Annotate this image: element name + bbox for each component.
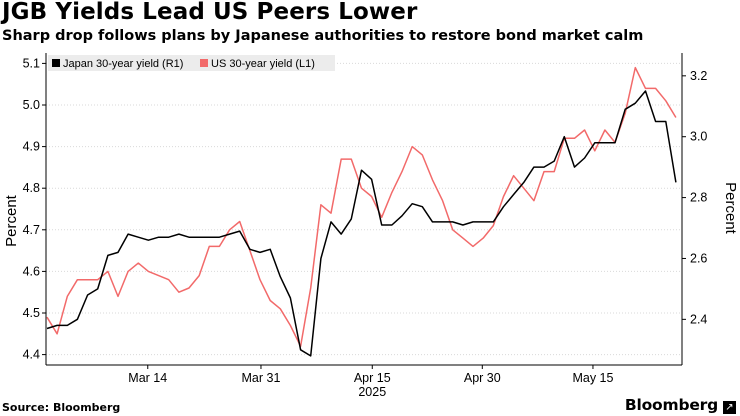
legend-swatch xyxy=(200,59,208,67)
x-tick-label: Mar 14 xyxy=(128,371,167,385)
series-line-japan xyxy=(46,90,677,357)
legend-swatch xyxy=(52,59,60,67)
right-tick-label: 3.2 xyxy=(690,69,707,83)
chart-title: JGB Yields Lead US Peers Lower xyxy=(2,0,418,25)
right-tick-label: 2.4 xyxy=(690,312,707,326)
left-tick-label: 4.9 xyxy=(23,140,40,154)
legend: Japan 30-year yield (R1) US 30-year yield… xyxy=(48,55,335,71)
left-tick-label: 5.1 xyxy=(23,56,40,70)
left-tick-label: 4.8 xyxy=(23,181,40,195)
x-tick-label: May 15 xyxy=(572,371,613,385)
brand-logo: Bloomberg xyxy=(624,396,718,414)
right-tick-label: 3.0 xyxy=(690,130,707,144)
x-tick-label: Apr 30 xyxy=(464,371,501,385)
brand-mark-icon: ↗ xyxy=(723,401,736,414)
chart-subtitle: Sharp drop follows plans by Japanese aut… xyxy=(2,28,644,44)
axes: 4.4 4.5 4.6 4.7 4.8 4.9 5.0 5.1 2.4 2.6 2.8 3.0 3.2 M… xyxy=(3,53,739,399)
left-tick-label: 4.7 xyxy=(23,223,40,237)
series-line-us xyxy=(46,66,677,348)
x-year-label: 2025 xyxy=(358,385,386,399)
right-axis-title: Percent xyxy=(722,182,739,235)
source-note: Source: Bloomberg xyxy=(2,401,121,414)
right-tick-label: 2.6 xyxy=(690,251,707,265)
left-tick-label: 4.6 xyxy=(23,264,40,278)
x-tick-label: Apr 15 xyxy=(354,371,391,385)
grid xyxy=(46,62,682,356)
series-lines xyxy=(46,66,677,357)
legend-background xyxy=(48,55,335,71)
legend-label: Japan 30-year yield (R1) xyxy=(63,58,183,70)
left-axis-title: Percent xyxy=(3,194,20,247)
legend-label: US 30-year yield (L1) xyxy=(211,58,315,70)
right-tick-label: 2.8 xyxy=(690,191,707,205)
left-tick-label: 5.0 xyxy=(23,98,40,112)
x-tick-label: Mar 31 xyxy=(242,371,281,385)
left-tick-label: 4.5 xyxy=(23,306,40,320)
left-tick-label: 4.4 xyxy=(23,348,40,362)
